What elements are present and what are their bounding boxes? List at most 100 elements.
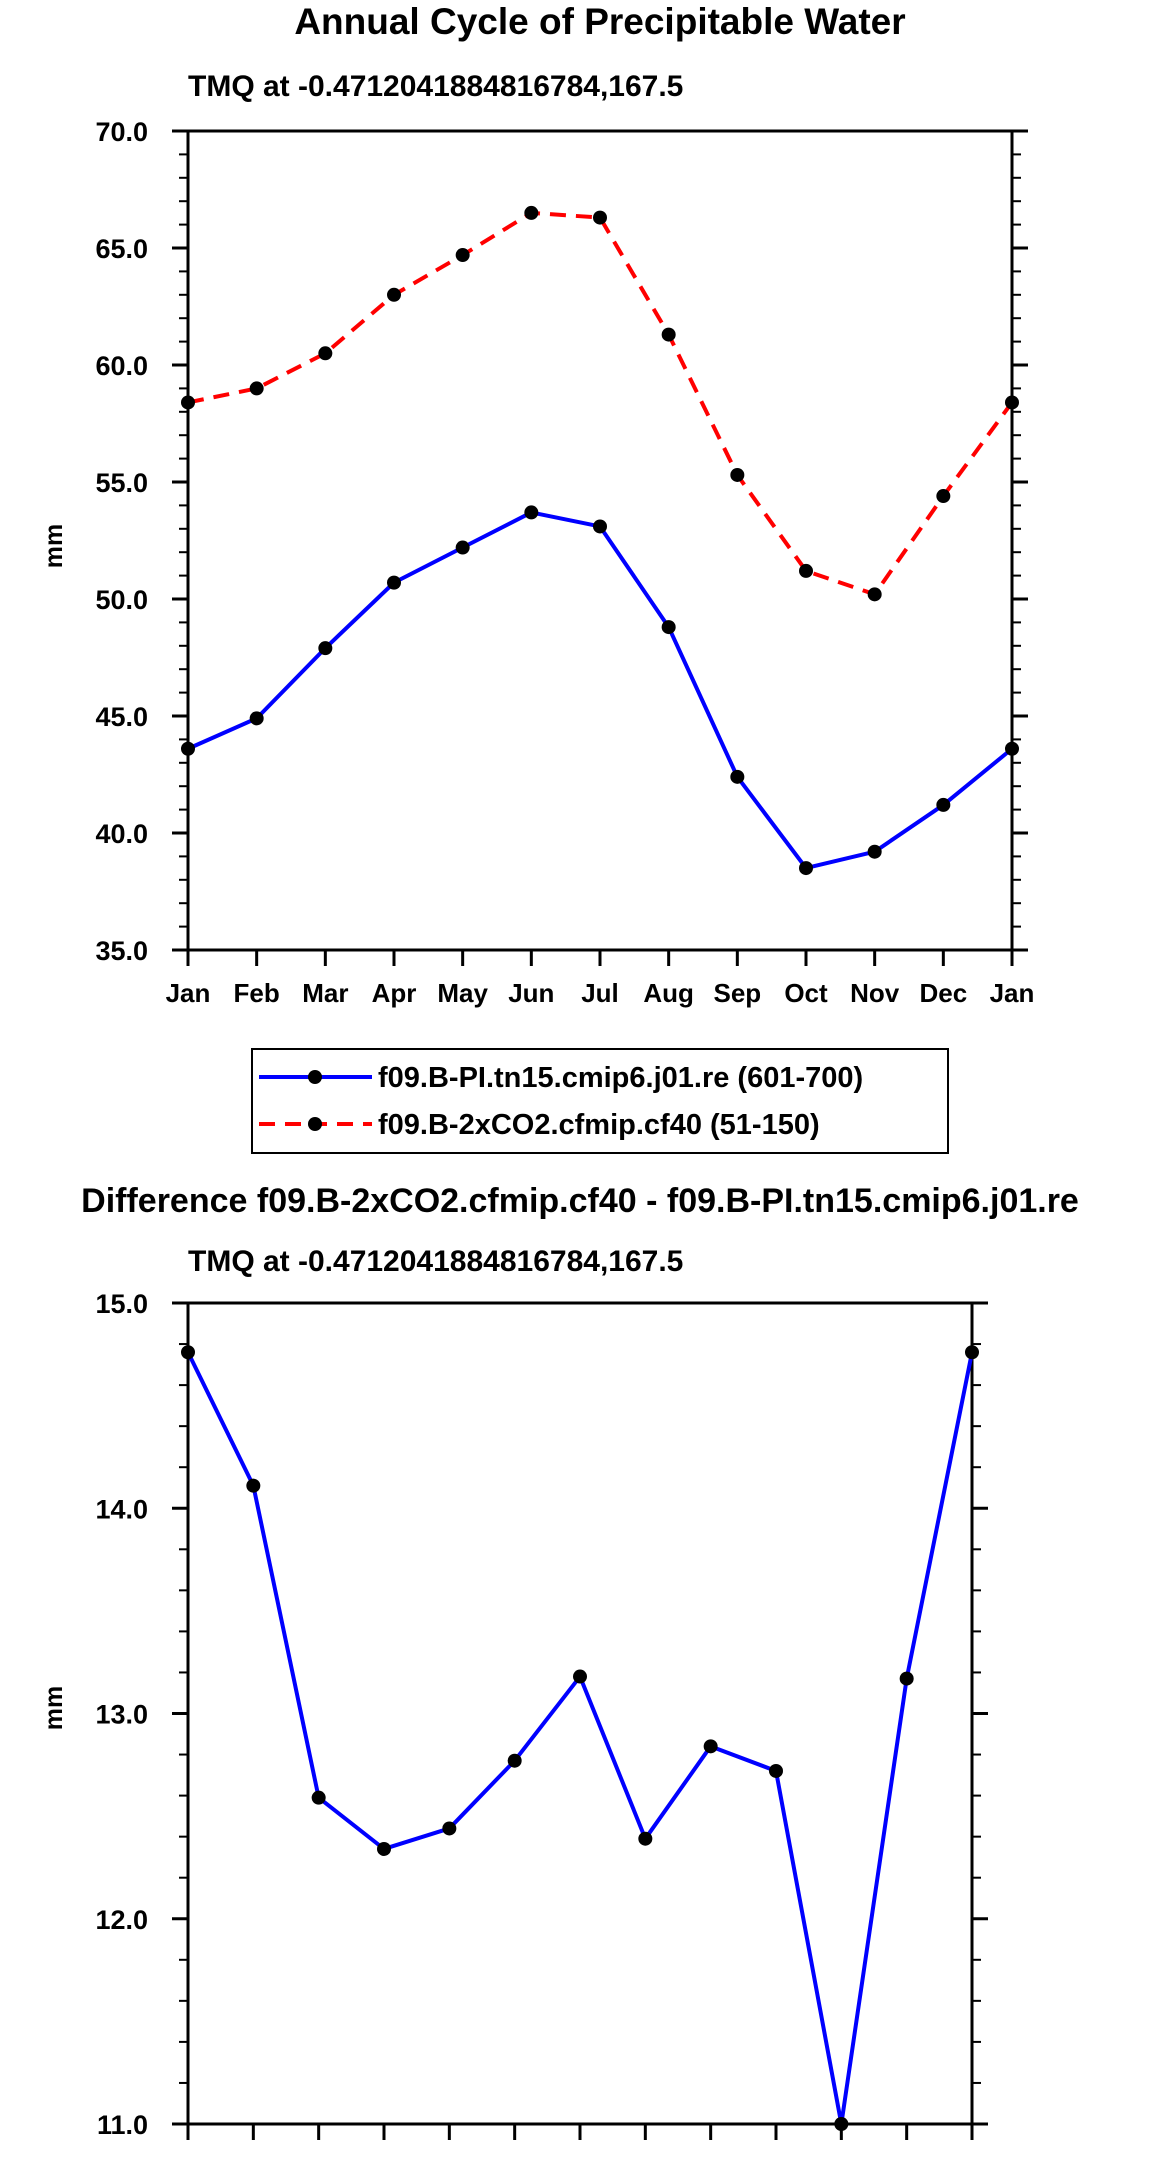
- chart2-ytick-label: 12.0: [95, 1905, 148, 1935]
- chart2-xtick-label: Aug: [620, 2152, 671, 2157]
- chart1-series-2-point: [593, 210, 607, 225]
- chart1-title: Annual Cycle of Precipitable Water: [294, 1, 905, 42]
- chart1-series-2-point: [181, 395, 195, 410]
- chart1-series-1-point: [387, 575, 401, 590]
- chart1-xtick-label: Mar: [302, 978, 348, 1008]
- chart-annual-cycle: Annual Cycle of Precipitable Water TMQ a…: [40, 1, 1034, 1154]
- chart2-series-1-point: [965, 1345, 979, 1360]
- chart1-ytick-label: 40.0: [95, 819, 148, 849]
- chart2-series-1-point: [311, 1790, 326, 1805]
- chart1-xtick-label: Jun: [508, 978, 554, 1008]
- chart1-ytick-label: 45.0: [95, 702, 148, 732]
- chart1-xtick-label: Sep: [713, 978, 761, 1008]
- chart2-ylabel: mm: [40, 1686, 68, 1730]
- chart1-xtick-label: Jan: [990, 978, 1035, 1008]
- chart1-series-1-point: [249, 711, 264, 726]
- chart1-series-line-1: [187, 510, 1014, 871]
- chart1-frame: [186, 129, 1014, 952]
- chart2-xtick-label: Mar: [296, 2152, 342, 2157]
- chart2-xtick-label: Apr: [362, 2152, 407, 2157]
- chart1-legend: f09.B-PI.tn15.cmip6.j01.re (601-700) f09…: [251, 1048, 949, 1154]
- chart1-series-2-point: [799, 563, 813, 578]
- chart1-series-line-2: [187, 210, 1014, 597]
- chart1-xtick-label: Feb: [234, 978, 280, 1008]
- chart1-series-2-point: [249, 381, 264, 396]
- chart1-subtitle: TMQ at -0.4712041884816784,167.5: [188, 70, 683, 103]
- chart2-series-1-point: [507, 1753, 522, 1768]
- chart2-ytick-label: 11.0: [97, 2110, 148, 2140]
- chart2-series-1-point: [899, 1671, 914, 1686]
- chart2-series-1-point: [834, 2117, 849, 2131]
- chart1-series-1-point: [1005, 741, 1019, 756]
- chart1-ylabel: mm: [40, 524, 68, 568]
- chart1-series-2-point: [661, 327, 676, 342]
- chart2-ytick-label: 13.0: [95, 1700, 148, 1730]
- legend-box: [251, 1048, 949, 1154]
- legend-marker-series-1: [308, 1070, 322, 1084]
- chart1-series-2-point: [936, 489, 951, 504]
- chart1-ytick-label: 50.0: [95, 585, 148, 615]
- chart2-subtitle: TMQ at -0.4712041884816784,167.5: [188, 1245, 683, 1278]
- chart1-series-2-point: [1005, 395, 1019, 410]
- chart1-series-1-point: [593, 519, 607, 534]
- chart1-ytick-label: 70.0: [95, 117, 148, 147]
- chart2-xtick-label: Jan: [950, 2152, 995, 2157]
- chart1-xtick-label: Apr: [372, 978, 417, 1008]
- chart1-series-1-point: [661, 620, 676, 635]
- chart1-series-2-point: [455, 248, 470, 263]
- chart1-series-1-point: [730, 769, 745, 784]
- chart1-ytick-label: 35.0: [95, 936, 148, 966]
- chart1-xtick-label: Nov: [850, 978, 900, 1008]
- chart1-series-1-point: [936, 797, 951, 812]
- chart1-ytick-label: 55.0: [95, 468, 148, 498]
- chart2-ytick-label: 15.0: [95, 1289, 148, 1319]
- chart1-series-2-point: [387, 287, 401, 302]
- chart2-series-line-1: [186, 1351, 974, 2126]
- chart1-xtick-label: Dec: [919, 978, 967, 1008]
- chart1-xtick-label: Jan: [166, 978, 211, 1008]
- legend-label-series-2: f09.B-2xCO2.cfmip.cf40 (51-150): [378, 1109, 820, 1141]
- chart1-series-1-point: [181, 741, 195, 756]
- chart2-xtick-label: Feb: [230, 2152, 276, 2157]
- chart2-series-1-point: [769, 1763, 783, 1778]
- chart2-xtick-label: Jul: [561, 2152, 599, 2157]
- chart2-series-1-point: [181, 1345, 195, 1360]
- chart1-series-2-point: [867, 587, 882, 602]
- chart1-series-2-point: [524, 205, 539, 220]
- chart1-xtick-label: Aug: [643, 978, 694, 1008]
- chart-difference: Difference f09.B-2xCO2.cfmip.cf40 - f09.…: [40, 1182, 1079, 2157]
- chart2-series-1-point: [573, 1669, 587, 1684]
- chart1-ytick-label: 60.0: [95, 351, 148, 381]
- chart1-ytick-label: 65.0: [95, 234, 148, 264]
- chart2-series-1-point: [377, 1841, 391, 1856]
- chart1-series-1-point: [455, 540, 470, 555]
- chart1-series-2-point: [730, 467, 745, 482]
- chart1-plot-area: 35.0 40.0 45.0 50.0 55.0 60.0 65.0 70.0 Jan Feb Ma…: [95, 117, 1034, 1008]
- chart2-series-1-point: [442, 1821, 457, 1836]
- legend-label-series-1: f09.B-PI.tn15.cmip6.j01.re (601-700): [378, 1062, 863, 1094]
- chart1-xtick-label: Jul: [581, 978, 619, 1008]
- chart1-series-1-point: [867, 844, 882, 859]
- chart2-xtick-label: Sep: [687, 2152, 735, 2157]
- chart1-series-1-point: [524, 505, 539, 520]
- chart2-title: Difference f09.B-2xCO2.cfmip.cf40 - f09.…: [81, 1182, 1079, 1220]
- chart2-ytick-label: 14.0: [95, 1494, 148, 1524]
- chart2-plot-area: 11.0 12.0 13.0 14.0 15.0 Jan Feb Mar Apr May Jun Ju…: [95, 1289, 994, 2157]
- chart2-xtick-label: Oct: [754, 2152, 798, 2157]
- chart2-xtick-label: Dec: [883, 2152, 931, 2157]
- chart2-series-1-point: [246, 1478, 261, 1493]
- chart1-series-1-point: [318, 641, 333, 656]
- legend-marker-series-2: [308, 1117, 322, 1131]
- chart1-xtick-label: Oct: [784, 978, 828, 1008]
- chart2-xtick-label: May: [424, 2152, 475, 2157]
- chart1-xtick-label: May: [437, 978, 488, 1008]
- chart2-xtick-label: Jan: [166, 2152, 211, 2157]
- chart1-series-1-point: [799, 861, 813, 876]
- chart2-frame: [186, 1301, 974, 2126]
- chart1-series-2-point: [318, 346, 333, 361]
- chart2-series-1-point: [638, 1831, 653, 1846]
- chart2-xtick-label: Nov: [817, 2152, 867, 2157]
- chart2-series-1-point: [703, 1739, 718, 1754]
- chart2-xtick-label: Jun: [492, 2152, 538, 2157]
